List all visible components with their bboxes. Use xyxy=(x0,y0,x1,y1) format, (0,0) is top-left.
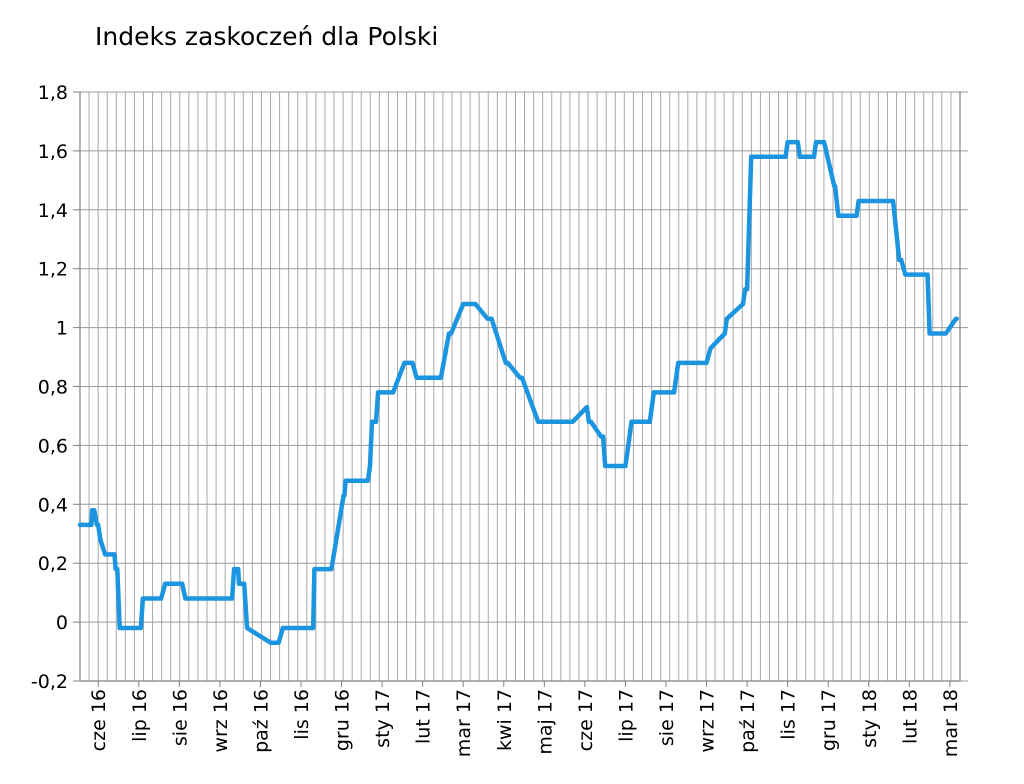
y-tick-label: 1,8 xyxy=(38,82,68,104)
y-tick-label: 1,4 xyxy=(38,200,68,222)
y-tick-label: 0,8 xyxy=(38,377,68,399)
x-tick-label: lut 17 xyxy=(413,689,435,744)
x-tick-label: sie 16 xyxy=(169,689,191,746)
x-tick-label: lis 17 xyxy=(778,689,800,740)
chart-title: Indeks zaskoczeń dla Polski xyxy=(95,22,439,51)
x-tick-label: wrz 17 xyxy=(697,689,719,753)
x-tick-label: sie 17 xyxy=(656,689,678,746)
x-tick-label: kwi 17 xyxy=(494,689,516,751)
x-tick-label: lut 18 xyxy=(899,689,921,744)
x-tick-label: mar 17 xyxy=(453,689,475,757)
x-tick-label: paź 17 xyxy=(737,689,759,753)
x-tick-label: lip 17 xyxy=(615,689,637,742)
y-tick-label: 1 xyxy=(56,318,68,340)
y-axis-tick-labels: -0,2 0 0,2 0,4 0,6 0,8 1 1,2 1,4 1,6 1,8 xyxy=(31,82,68,693)
x-tick-label: gru 17 xyxy=(818,689,840,751)
y-tick-label: 0,2 xyxy=(38,553,68,575)
series-line xyxy=(77,139,960,645)
x-tick-label: lis 16 xyxy=(291,689,313,740)
x-tick-label: cze 16 xyxy=(88,689,110,751)
x-tick-label: maj 17 xyxy=(534,689,556,755)
x-tick-label: lip 16 xyxy=(129,689,151,742)
x-tick-label: wrz 16 xyxy=(210,689,232,753)
y-tick-label: 1,6 xyxy=(38,141,68,163)
x-tick-label: cze 17 xyxy=(575,689,597,751)
x-tick-label: sty 18 xyxy=(859,689,881,748)
data-series xyxy=(77,139,960,645)
y-tick-label: 0 xyxy=(56,612,68,634)
y-tick-label: 1,2 xyxy=(38,259,68,281)
x-tick-label: gru 16 xyxy=(332,689,354,751)
y-tick-label: 0,4 xyxy=(38,494,68,516)
x-axis-tick-labels: cze 16 lip 16 sie 16 wrz 16 paź 16 lis 16 gru … xyxy=(88,681,962,757)
x-tick-label: paź 16 xyxy=(250,689,272,753)
axes xyxy=(79,92,961,682)
y-tick-label: 0,6 xyxy=(38,435,68,457)
x-tick-label: mar 18 xyxy=(940,689,962,757)
y-tick-label: -0,2 xyxy=(31,671,68,693)
x-tick-label: sty 17 xyxy=(372,689,394,748)
